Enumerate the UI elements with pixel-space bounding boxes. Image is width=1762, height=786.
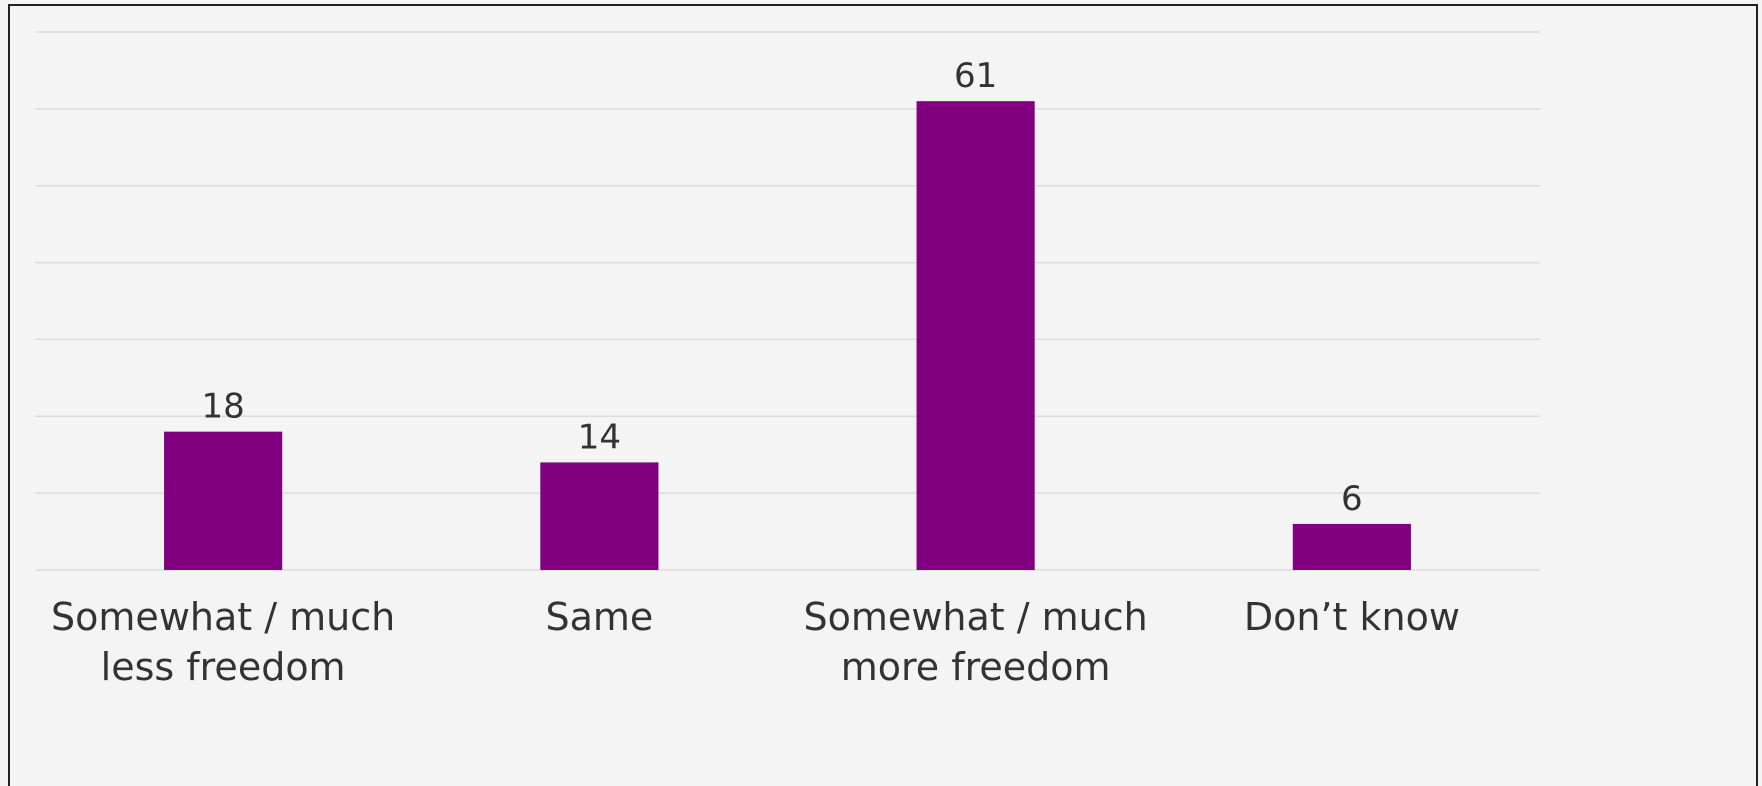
x-tick-label: Don’t know [1243, 595, 1460, 639]
bar [916, 101, 1035, 571]
data-label: 18 [201, 387, 244, 427]
frame [8, 4, 1758, 786]
x-tick-label: Same [545, 595, 654, 639]
data-label: 61 [954, 56, 997, 96]
bar [540, 462, 659, 570]
data-label: 14 [578, 417, 621, 457]
x-tick-label: Somewhat / much more freedom [803, 595, 1148, 689]
bar [1292, 523, 1411, 570]
x-tick-label: Somewhat / much less freedom [51, 595, 396, 689]
bar [164, 431, 283, 570]
data-label: 6 [1341, 479, 1363, 519]
